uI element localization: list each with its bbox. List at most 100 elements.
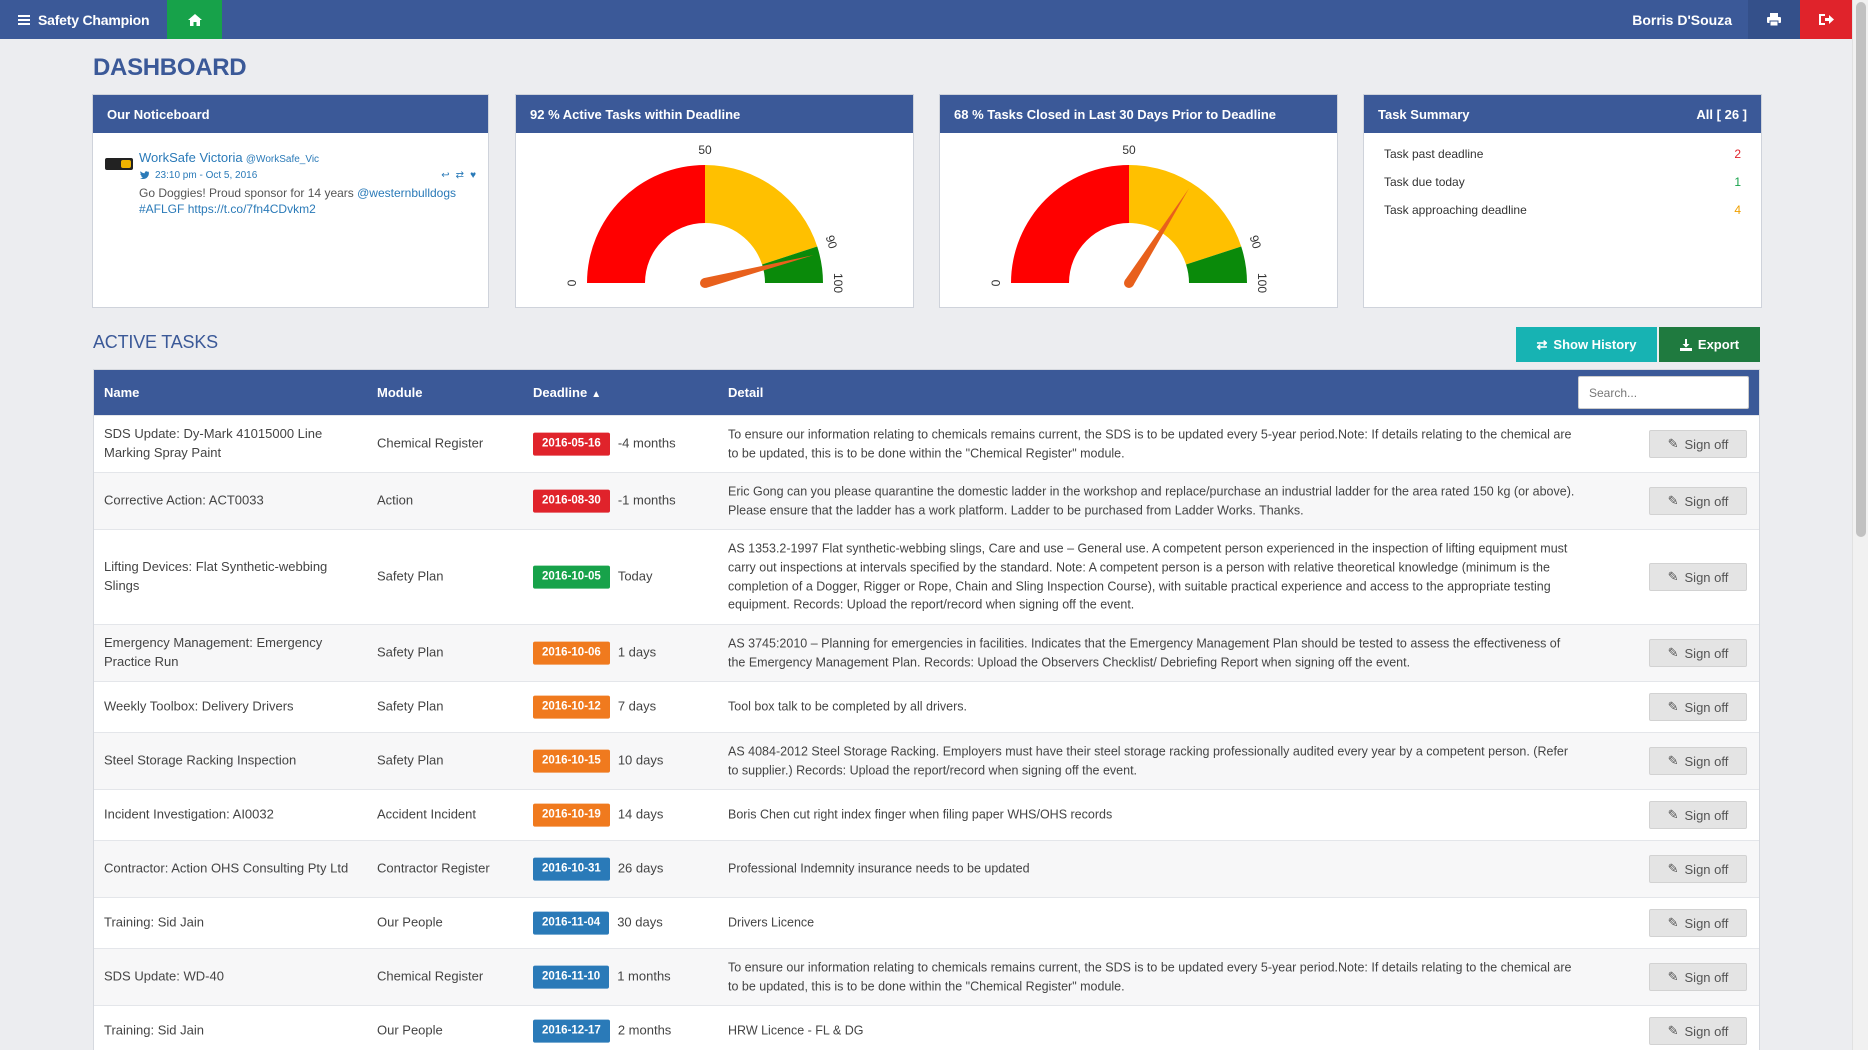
search-input[interactable] [1578,376,1749,409]
gauge-label-mid: 50 [1122,143,1136,157]
task-deadline: 2016-10-12 7 days [533,695,657,719]
sign-off-button[interactable]: ✎ Sign off [1649,487,1747,515]
tweet-url-link[interactable]: https://t.co/7fn4CDvkm2 [187,202,316,217]
print-button[interactable] [1748,0,1800,39]
tweet-mention-link[interactable]: @westernbulldogs [357,186,457,201]
summary-row-approaching-deadline[interactable]: Task approaching deadline 4 [1384,203,1741,217]
tweet-hashtag-link[interactable]: #AFLGF [139,202,185,217]
task-name: SDS Update: WD-40 [104,968,224,984]
task-summary-title: Task Summary [1378,106,1470,122]
deadline-relative: Today [617,568,653,584]
brand-name: Safety Champion [38,11,150,28]
task-detail: To ensure our information relating to ch… [728,427,1572,460]
task-module: Chemical Register [377,435,484,451]
tweet-author[interactable]: WorkSafe Victoria [139,150,243,165]
task-name: Corrective Action: ACT0033 [104,492,264,508]
deadline-badge: 2016-11-10 [533,965,610,989]
active-tasks-title: ACTIVE TASKS [93,332,218,352]
sign-off-button[interactable]: ✎ Sign off [1649,639,1747,667]
task-deadline: 2016-10-15 10 days [533,749,664,773]
show-history-button[interactable]: ⇄ Show History [1516,327,1657,362]
sign-off-button[interactable]: ✎ Sign off [1649,801,1747,829]
gauge-label-mid: 50 [698,143,712,157]
deadline-relative: -1 months [617,492,676,508]
table-row: Steel Storage Racking Inspection Safety P… [94,732,1759,789]
task-deadline: 2016-11-04 30 days [533,911,663,935]
gauge-panel-active-tasks: 92 % Active Tasks within Deadline 0 50 90 1… [515,94,914,308]
deadline-relative: 14 days [617,806,664,822]
task-name: Steel Storage Racking Inspection [104,752,297,768]
table-row: Lifting Devices: Flat Synthetic-webbing … [94,529,1759,624]
sign-off-button[interactable]: ✎ Sign off [1649,963,1747,991]
logout-button[interactable] [1800,0,1852,39]
sign-off-button[interactable]: ✎ Sign off [1649,563,1747,591]
table-row: Training: Sid Jain Our People 2016-12-17 2 … [94,1005,1759,1050]
tweet-avatar[interactable] [105,158,133,170]
sign-off-button[interactable]: ✎ Sign off [1649,430,1747,458]
gauge-label-max: 100 [831,273,845,293]
gauge-header: 68 % Tasks Closed in Last 30 Days Prior … [940,95,1337,133]
task-module: Safety Plan [377,698,444,714]
task-module: Action [377,492,414,508]
gauge-band-green [1186,246,1247,283]
deadline-badge: 2016-12-17 [533,1019,610,1043]
deadline-relative: 30 days [617,914,663,930]
summary-row-past-deadline[interactable]: Task past deadline 2 [1384,147,1741,161]
sign-off-button[interactable]: ✎ Sign off [1649,1017,1747,1045]
task-summary-all-link[interactable]: All [ 26 ] [1696,106,1747,122]
sign-off-button[interactable]: ✎ Sign off [1649,747,1747,775]
task-name: SDS Update: Dy-Mark 41015000 Line Markin… [104,426,323,460]
deadline-relative: -4 months [617,435,676,451]
column-header-detail[interactable]: Detail [728,385,764,400]
scrollbar-thumb[interactable] [1856,2,1866,537]
gauge-title: 68 % Tasks Closed in Last 30 Days Prior … [954,106,1276,122]
deadline-badge: 2016-10-05 [533,565,610,589]
reply-icon[interactable]: ↩ [441,169,450,181]
table-header: Name Module Deadline ▲ Detail [94,370,1759,415]
deadline-relative: 1 days [617,644,657,660]
download-icon [1679,338,1692,351]
exchange-icon: ⇄ [1536,336,1548,352]
task-name: Incident Investigation: AI0032 [104,806,274,822]
task-module: Accident Incident [377,806,477,822]
user-name[interactable]: Borris D'Souza [1632,11,1732,28]
summary-row-due-today[interactable]: Task due today 1 [1384,175,1741,189]
task-name: Contractor: Action OHS Consulting Pty Lt… [104,860,349,876]
column-header-deadline[interactable]: Deadline ▲ [533,385,602,400]
deadline-relative: 1 months [617,968,671,984]
export-button[interactable]: Export [1659,327,1760,362]
tweet-handle[interactable]: @WorkSafe_Vic [245,154,320,165]
column-header-name[interactable]: Name [104,385,140,400]
retweet-icon[interactable]: ⇄ [455,169,465,181]
task-name: Weekly Toolbox: Delivery Drivers [104,698,294,714]
deadline-badge: 2016-10-12 [533,695,610,719]
task-detail: To ensure our information relating to ch… [728,960,1572,993]
task-module: Our People [377,1022,443,1038]
page-scrollbar[interactable] [1852,0,1868,1050]
menu-toggle[interactable]: Safety Champion [0,0,167,39]
sign-off-button[interactable]: ✎ Sign off [1649,909,1747,937]
deadline-badge: 2016-10-19 [533,803,610,827]
pencil-icon: ✎ [1667,645,1679,660]
home-button[interactable] [167,0,223,39]
gauge-chart: 0 50 90 100 [516,133,913,307]
deadline-badge: 2016-10-06 [533,641,610,665]
sign-off-button[interactable]: ✎ Sign off [1649,855,1747,883]
noticeboard-header: Our Noticeboard [93,95,488,133]
task-deadline: 2016-08-30 -1 months [533,489,676,513]
deadline-badge: 2016-08-30 [533,489,610,513]
like-icon[interactable]: ♥ [470,169,476,181]
gauge-band-yellow [705,165,818,265]
gauge-header: 92 % Active Tasks within Deadline [516,95,913,133]
task-deadline: 2016-10-06 1 days [533,641,657,665]
column-header-module[interactable]: Module [377,385,423,400]
pencil-icon: ✎ [1667,1023,1679,1038]
gauge-svg: 0 50 90 100 [989,143,1269,293]
tweet-time[interactable]: 23:10 pm - Oct 5, 2016 [155,169,258,181]
sign-off-button[interactable]: ✎ Sign off [1649,693,1747,721]
deadline-relative: 10 days [617,752,664,768]
gauge-label-max: 100 [1255,273,1269,293]
deadline-relative: 7 days [617,698,657,714]
task-detail: AS 3745:2010 – Planning for emergencies … [728,636,1561,669]
home-icon [187,13,202,26]
